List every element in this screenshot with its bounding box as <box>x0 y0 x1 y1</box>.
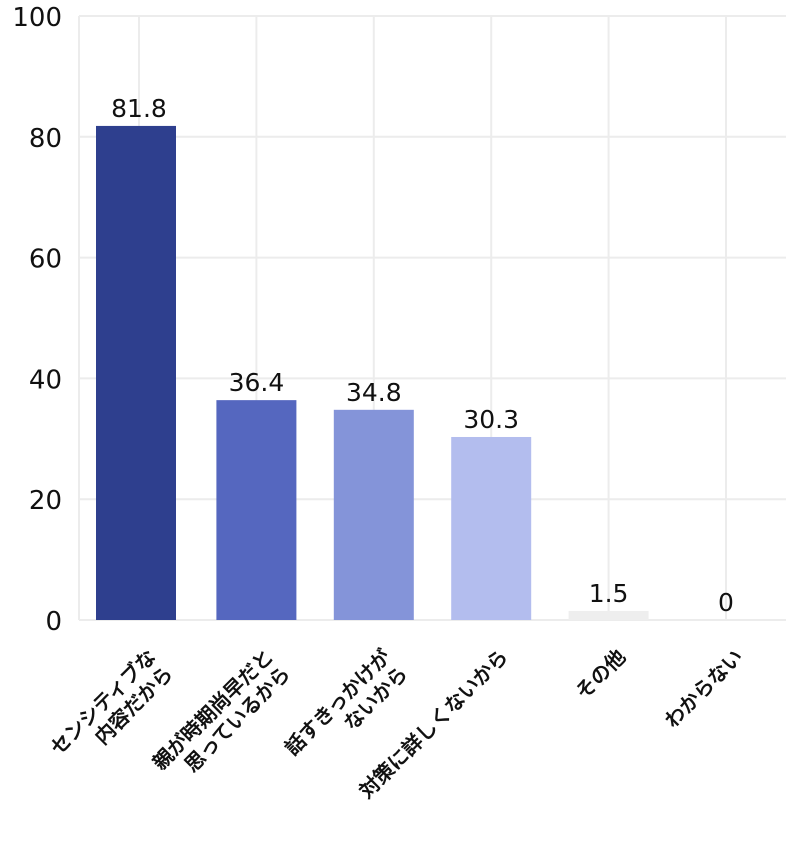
y-axis: 0 20 40 60 80 100 <box>12 3 62 637</box>
bars <box>96 125 649 620</box>
bar <box>216 400 297 620</box>
x-tick-label: わからない <box>660 645 748 733</box>
data-label: 36.4 <box>229 368 285 397</box>
data-label: 30.3 <box>463 405 519 434</box>
data-label: 34.8 <box>346 378 402 407</box>
y-tick-label: 0 <box>45 607 62 637</box>
y-tick-label: 60 <box>29 245 62 275</box>
x-axis: センシティブな内容だから親が時期尚早だと思っているから話すきっかけがないから対策… <box>45 645 747 804</box>
y-tick-label: 20 <box>29 486 62 516</box>
bar <box>333 409 414 620</box>
x-tick-label-line: その他 <box>571 645 630 704</box>
grid <box>78 15 786 621</box>
data-label: 0 <box>718 588 734 617</box>
x-tick-label: その他 <box>571 645 630 704</box>
bar <box>451 436 532 620</box>
bar <box>96 125 176 620</box>
y-tick-label: 40 <box>29 365 62 395</box>
bar <box>568 610 649 620</box>
data-labels: 81.8 36.4 34.8 30.3 1.5 0 <box>111 94 734 617</box>
data-label: 1.5 <box>589 579 629 608</box>
data-label: 81.8 <box>111 94 167 123</box>
y-tick-label: 100 <box>12 3 62 33</box>
x-tick-label-line: わからない <box>660 645 748 733</box>
y-tick-label: 80 <box>29 124 62 154</box>
